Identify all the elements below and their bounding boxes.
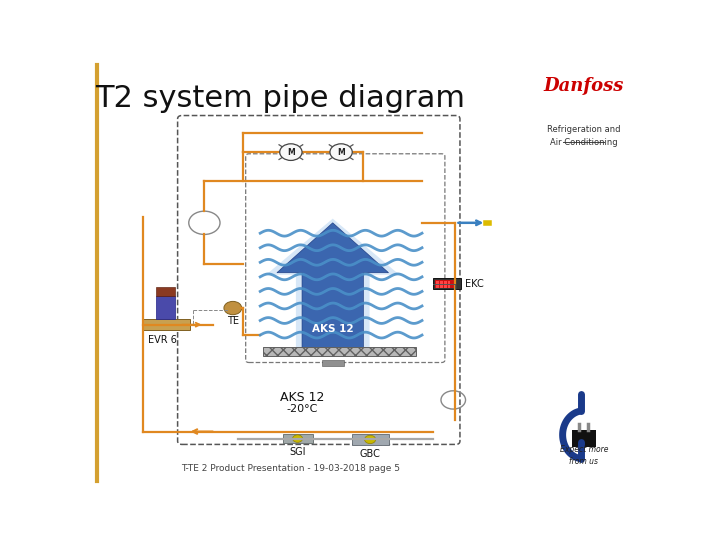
Polygon shape (269, 219, 397, 354)
Circle shape (224, 301, 242, 315)
Bar (322, 360, 344, 366)
Bar (282, 434, 313, 443)
Text: -20°C: -20°C (287, 404, 318, 414)
Circle shape (279, 144, 302, 160)
Text: EVR 6: EVR 6 (148, 335, 177, 345)
Text: TE: TE (227, 316, 239, 326)
Text: Expect more
from us: Expect more from us (559, 446, 608, 466)
Bar (143, 319, 190, 330)
Bar (572, 430, 596, 447)
Circle shape (292, 435, 302, 442)
Text: EKC: EKC (465, 279, 484, 288)
Circle shape (364, 435, 376, 443)
Bar (444, 281, 446, 288)
Text: GBC: GBC (360, 449, 381, 459)
Text: M: M (337, 147, 345, 157)
Text: Danfoss: Danfoss (544, 77, 624, 95)
Bar (263, 347, 416, 356)
Text: AKS 12: AKS 12 (312, 324, 354, 334)
Text: Refrigeration and
Air Conditioning: Refrigeration and Air Conditioning (547, 125, 621, 146)
Text: M: M (287, 147, 294, 157)
Text: AKS 12: AKS 12 (280, 391, 324, 404)
Bar (448, 281, 451, 288)
Bar (156, 296, 176, 319)
Text: SGI: SGI (289, 447, 306, 457)
Bar (156, 287, 176, 296)
Text: T2 system pipe diagram: T2 system pipe diagram (95, 84, 464, 112)
Bar (436, 281, 438, 288)
Bar (433, 278, 461, 289)
Bar (352, 434, 389, 446)
Bar (435, 280, 454, 288)
Bar (440, 281, 443, 288)
Polygon shape (277, 223, 389, 352)
Circle shape (330, 144, 352, 160)
Text: T-TE 2 Product Presentation - 19-03-2018 page 5: T-TE 2 Product Presentation - 19-03-2018… (181, 464, 400, 473)
